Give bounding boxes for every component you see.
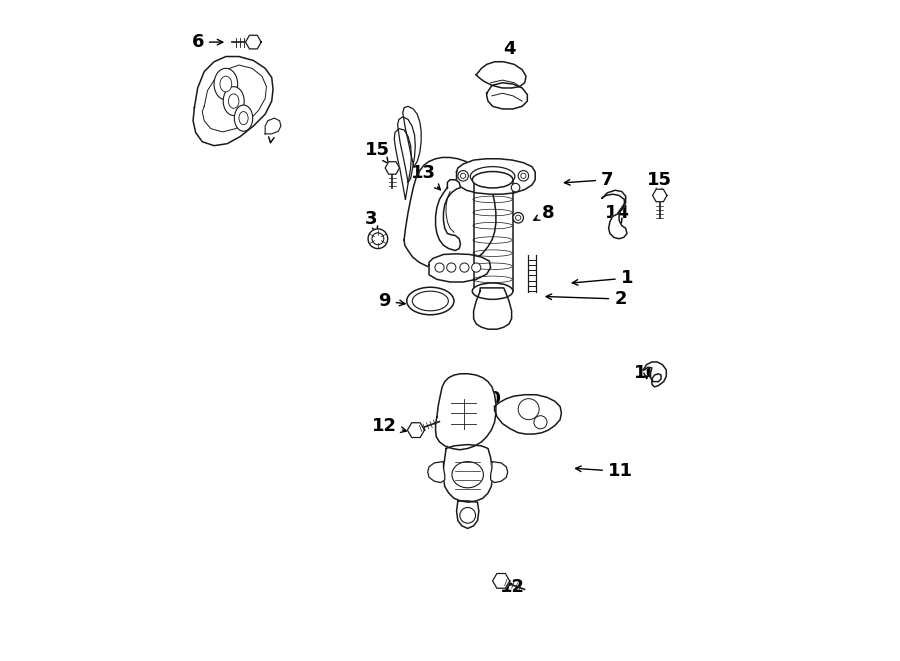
Ellipse shape (220, 76, 231, 92)
Text: 13: 13 (411, 164, 440, 190)
Polygon shape (194, 57, 273, 145)
Ellipse shape (516, 215, 521, 220)
Polygon shape (652, 189, 667, 202)
Polygon shape (473, 288, 511, 329)
Ellipse shape (234, 105, 253, 132)
Text: 15: 15 (365, 141, 391, 164)
Text: 16: 16 (634, 364, 659, 382)
Text: 11: 11 (576, 463, 633, 481)
Polygon shape (266, 118, 281, 134)
Text: 2: 2 (546, 290, 626, 308)
Polygon shape (487, 83, 527, 109)
Ellipse shape (513, 213, 524, 223)
Text: 7: 7 (564, 171, 614, 189)
Polygon shape (408, 423, 425, 438)
Polygon shape (602, 190, 627, 239)
Polygon shape (385, 162, 400, 175)
Circle shape (472, 263, 481, 272)
Ellipse shape (472, 283, 513, 299)
Polygon shape (429, 254, 490, 282)
Polygon shape (398, 117, 415, 182)
Text: 3: 3 (365, 210, 378, 233)
Ellipse shape (471, 167, 515, 186)
Text: 10: 10 (477, 391, 502, 414)
Ellipse shape (368, 229, 388, 249)
Polygon shape (456, 501, 479, 528)
Text: 9: 9 (378, 292, 405, 310)
Polygon shape (444, 445, 492, 502)
Polygon shape (491, 461, 508, 483)
Ellipse shape (407, 288, 454, 315)
Ellipse shape (472, 172, 513, 188)
Text: 4: 4 (500, 40, 515, 67)
Circle shape (534, 416, 547, 429)
Circle shape (460, 508, 475, 524)
Polygon shape (394, 129, 411, 200)
Polygon shape (476, 61, 526, 88)
Polygon shape (644, 362, 666, 387)
Ellipse shape (223, 87, 244, 116)
Circle shape (518, 399, 539, 420)
Text: 5: 5 (266, 118, 279, 143)
Ellipse shape (372, 233, 383, 245)
Polygon shape (473, 180, 513, 292)
Polygon shape (436, 373, 496, 449)
Ellipse shape (518, 171, 528, 181)
Polygon shape (403, 106, 421, 167)
Text: 12: 12 (500, 578, 525, 596)
Ellipse shape (412, 292, 448, 311)
Ellipse shape (452, 461, 483, 488)
Polygon shape (428, 461, 445, 483)
Ellipse shape (458, 171, 468, 181)
Text: 15: 15 (647, 171, 672, 194)
Polygon shape (456, 159, 536, 194)
Polygon shape (492, 574, 509, 588)
Text: 8: 8 (534, 204, 554, 221)
Text: 6: 6 (192, 33, 223, 51)
Text: 1: 1 (572, 269, 634, 287)
Ellipse shape (521, 173, 526, 178)
Ellipse shape (214, 68, 238, 100)
Circle shape (446, 263, 456, 272)
Polygon shape (436, 180, 461, 251)
Ellipse shape (511, 183, 520, 192)
Ellipse shape (461, 173, 465, 178)
Polygon shape (246, 35, 261, 49)
Circle shape (435, 263, 444, 272)
Ellipse shape (229, 94, 238, 108)
Circle shape (460, 263, 469, 272)
Ellipse shape (238, 112, 248, 125)
Polygon shape (404, 157, 496, 269)
Text: 12: 12 (372, 416, 407, 434)
Polygon shape (495, 395, 562, 434)
Text: 14: 14 (605, 204, 630, 225)
